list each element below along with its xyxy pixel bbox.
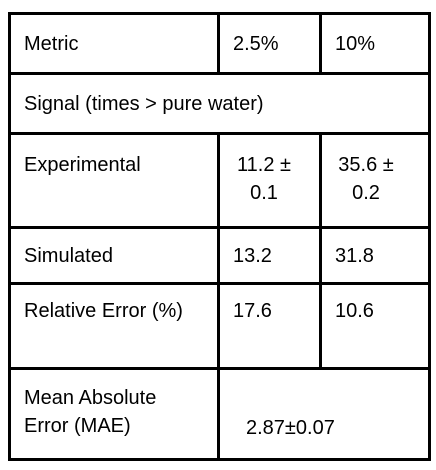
section-row: Signal (times > pure water) (8, 72, 431, 135)
cell: 17.6 (217, 282, 322, 370)
label-text: Relative Error (%) (24, 300, 183, 322)
results-table: Metric 2.5% 10% Signal (times > pure wat… (8, 12, 431, 461)
summary-value: 2.87±0.07 (217, 367, 431, 461)
header-cell: Metric (8, 12, 220, 75)
cell: 10.6 (319, 282, 431, 370)
data-row: Experimental 11.2 ± 0.1 35.6 ± 0.2 (8, 132, 431, 229)
cell-text: 35.6 ± 0.2 (338, 154, 394, 204)
header-row: Metric 2.5% 10% (8, 12, 431, 75)
data-row: Simulated 13.2 31.8 (8, 226, 431, 285)
section-cell: Signal (times > pure water) (8, 72, 431, 135)
row-label: Experimental (8, 132, 220, 229)
label-text: Experimental (24, 154, 141, 176)
summary-row: Mean Absolute Error (MAE) 2.87±0.07 (8, 367, 431, 461)
label-text: Simulated (24, 244, 113, 267)
header-cell: 10% (319, 12, 431, 75)
cell: 13.2 (217, 226, 322, 285)
row-label: Relative Error (%) (8, 282, 220, 370)
cell: 11.2 ± 0.1 (217, 132, 322, 229)
row-label: Mean Absolute Error (MAE) (8, 367, 220, 461)
header-cell: 2.5% (217, 12, 322, 75)
cell: 31.8 (319, 226, 431, 285)
label-text: Mean Absolute Error (MAE) (24, 387, 157, 437)
row-label: Simulated (8, 226, 220, 285)
cell-text: 11.2 ± 0.1 (237, 154, 291, 204)
data-row: Relative Error (%) 17.6 10.6 (8, 282, 431, 370)
cell: 35.6 ± 0.2 (319, 132, 431, 229)
